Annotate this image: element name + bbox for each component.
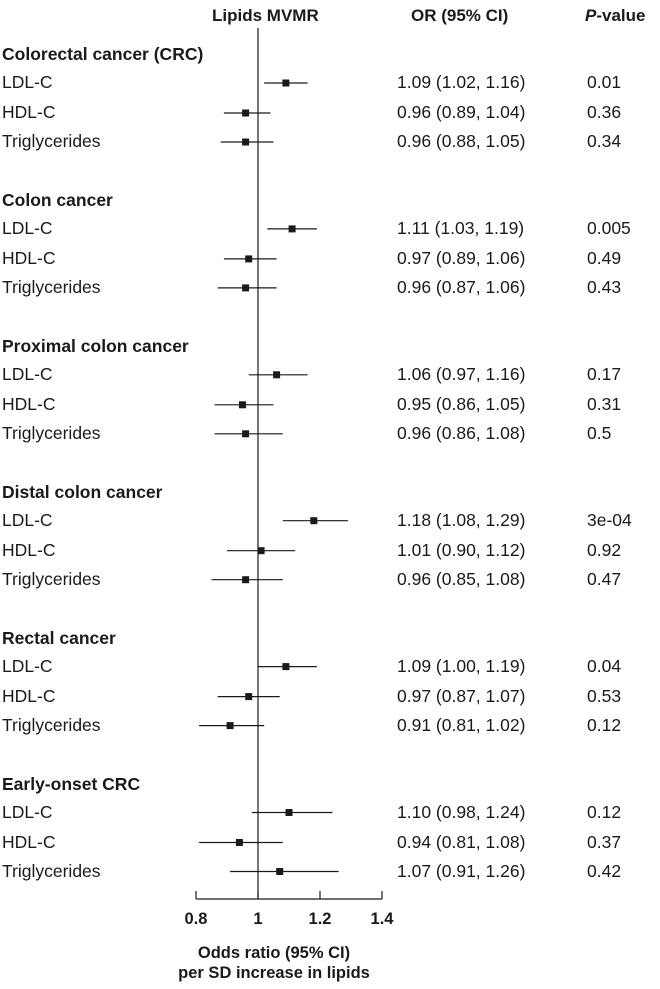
row-or-ci: 1.11 (1.03, 1.19) xyxy=(397,217,525,238)
point-estimate xyxy=(273,371,281,379)
x-tick-label: 1.4 xyxy=(371,910,395,928)
row-p-value: 0.17 xyxy=(587,363,622,384)
point-estimate xyxy=(276,868,284,875)
plot-title: Lipids MVMR xyxy=(212,6,319,25)
row-or-ci: 1.07 (0.91, 1.26) xyxy=(397,860,526,881)
point-estimate xyxy=(310,517,318,525)
row-label: HDL-C xyxy=(2,685,56,706)
x-axis-label-line2: per SD increase in lipids xyxy=(178,964,370,982)
row-p-value: 0.49 xyxy=(587,247,622,268)
row-label: LDL-C xyxy=(2,801,53,822)
row-label: Triglycerides xyxy=(2,131,101,151)
point-estimate xyxy=(245,693,253,701)
row-label: Triglycerides xyxy=(2,276,101,297)
row-p-value: 0.04 xyxy=(587,655,622,676)
row-label: LDL-C xyxy=(2,363,53,384)
row-p-value: 0.37 xyxy=(587,831,622,852)
row-p-value: 0.005 xyxy=(587,217,631,238)
row-p-value: 0.12 xyxy=(587,714,622,735)
row-label: LDL-C xyxy=(2,217,53,238)
row-label: HDL-C xyxy=(2,102,56,122)
row-or-ci: 0.97 (0.89, 1.06) xyxy=(397,247,526,268)
row-label: HDL-C xyxy=(2,831,56,852)
point-estimate xyxy=(242,284,250,292)
row-label: LDL-C xyxy=(2,72,53,92)
row-or-ci: 0.95 (0.86, 1.05) xyxy=(397,393,526,414)
row-or-ci: 0.96 (0.88, 1.05) xyxy=(397,131,526,151)
group-title: Colorectal cancer (CRC) xyxy=(2,44,204,64)
row-p-value: 0.92 xyxy=(587,539,622,560)
point-estimate xyxy=(242,109,250,117)
p-value-header-italic: P xyxy=(585,6,597,25)
row-label: Triglycerides xyxy=(2,860,101,881)
row-p-value: 0.43 xyxy=(587,276,622,297)
row-label: HDL-C xyxy=(2,539,56,560)
row-p-value: 0.42 xyxy=(587,860,622,881)
p-value-header-rest: -value xyxy=(596,6,646,25)
point-estimate xyxy=(257,547,265,555)
point-estimate xyxy=(282,663,290,671)
row-or-ci: 1.09 (1.02, 1.16) xyxy=(397,72,526,92)
x-axis-label-line1: Odds ratio (95% CI) xyxy=(197,944,351,962)
p-value-column-header: P-value xyxy=(585,6,645,26)
row-p-value: 0.53 xyxy=(587,685,622,706)
row-or-ci: 0.96 (0.85, 1.08) xyxy=(397,568,526,589)
group-title: Rectal cancer xyxy=(2,627,116,648)
group-title: Colon cancer xyxy=(2,189,113,210)
point-estimate xyxy=(242,138,250,146)
row-or-ci: 0.96 (0.86, 1.08) xyxy=(397,422,526,443)
row-p-value: 0.12 xyxy=(587,801,622,822)
point-estimate xyxy=(242,576,250,584)
point-estimate xyxy=(288,225,296,233)
row-label: Triglycerides xyxy=(2,422,101,443)
point-estimate xyxy=(235,839,243,846)
row-or-ci: 1.01 (0.90, 1.12) xyxy=(397,539,526,560)
row-label: LDL-C xyxy=(2,655,53,676)
row-label: HDL-C xyxy=(2,247,56,268)
x-tick-label: 1 xyxy=(253,910,262,928)
point-estimate xyxy=(239,401,246,409)
row-p-value: 0.47 xyxy=(587,568,622,589)
row-or-ci: 1.10 (0.98, 1.24) xyxy=(397,801,526,822)
row-p-value: 3e-04 xyxy=(587,509,632,530)
group-title: Proximal colon cancer xyxy=(2,335,189,356)
row-p-value: 0.01 xyxy=(587,72,622,92)
group-title: Early-onset CRC xyxy=(2,773,141,794)
row-or-ci: 1.18 (1.08, 1.29) xyxy=(397,509,526,530)
row-or-ci: 0.96 (0.87, 1.06) xyxy=(397,276,526,297)
point-estimate xyxy=(245,255,253,263)
point-estimate xyxy=(242,430,250,438)
row-label: HDL-C xyxy=(2,393,56,414)
row-or-ci: 0.91 (0.81, 1.02) xyxy=(397,714,526,735)
point-estimate xyxy=(285,809,293,816)
x-tick-label: 0.8 xyxy=(185,910,208,928)
row-or-ci: 1.06 (0.97, 1.16) xyxy=(397,363,526,384)
row-p-value: 0.5 xyxy=(587,422,612,443)
row-or-ci: 1.09 (1.00, 1.19) xyxy=(397,655,526,676)
or-column-header: OR (95% CI) xyxy=(411,6,509,25)
row-or-ci: 0.96 (0.89, 1.04) xyxy=(397,102,526,122)
group-title: Distal colon cancer xyxy=(2,481,163,502)
x-tick-label: 1.2 xyxy=(309,910,332,928)
point-estimate xyxy=(226,722,234,730)
row-or-ci: 0.94 (0.81, 1.08) xyxy=(397,831,526,852)
row-label: Triglycerides xyxy=(2,568,101,589)
row-or-ci: 0.97 (0.87, 1.07) xyxy=(397,685,526,706)
point-estimate xyxy=(282,79,290,87)
row-p-value: 0.31 xyxy=(587,393,622,414)
row-label: LDL-C xyxy=(2,509,53,530)
row-p-value: 0.34 xyxy=(587,131,622,151)
row-label: Triglycerides xyxy=(2,714,101,735)
row-p-value: 0.36 xyxy=(587,102,622,122)
